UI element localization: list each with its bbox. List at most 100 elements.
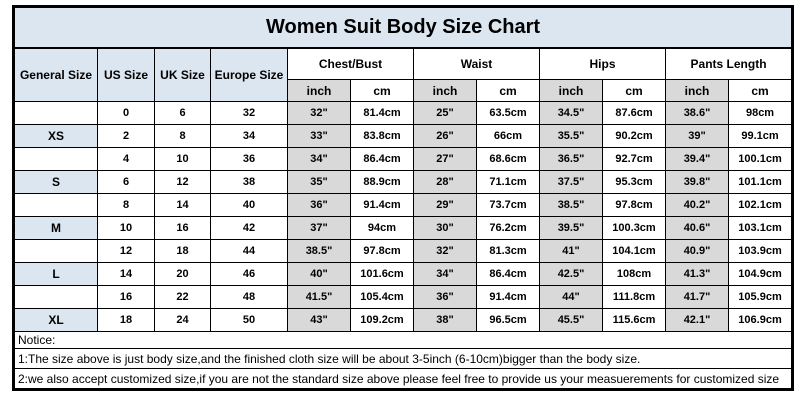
size-value-cell: 41.3" (665, 262, 729, 286)
size-value-cell: 8 (97, 193, 155, 217)
size-value-cell: 108cm (602, 262, 666, 286)
general-size-cell (14, 147, 98, 171)
size-value-cell: 16 (154, 216, 211, 240)
general-size-cell (14, 239, 98, 263)
size-value-cell: 63.5cm (476, 101, 540, 125)
size-value-cell: 0 (97, 101, 155, 125)
unit-header-inch: inch (287, 79, 351, 102)
size-value-cell: 44" (539, 285, 603, 309)
size-value-cell: 34" (413, 262, 477, 286)
size-value-cell: 86.4cm (350, 147, 414, 171)
size-value-cell: 105.4cm (350, 285, 414, 309)
table-row: M 10 16 42 37" 94cm 30" 76.2cm 39.5" 100.3cm 40.6"… (14, 216, 793, 240)
size-value-cell: 111.8cm (602, 285, 666, 309)
size-value-cell: 97.8cm (602, 193, 666, 217)
size-value-cell: 37.5" (539, 170, 603, 194)
col-header-uk-size: UK Size (154, 47, 211, 102)
size-value-cell: 44 (210, 239, 288, 263)
size-value-cell: 39.8" (665, 170, 729, 194)
size-value-cell: 14 (154, 193, 211, 217)
size-value-cell: 18 (154, 239, 211, 263)
size-value-cell: 115.6cm (602, 308, 666, 332)
size-value-cell: 90.2cm (602, 124, 666, 148)
table-row: L 14 20 46 40" 101.6cm 34" 86.4cm 42.5" 108cm 41.3… (14, 262, 793, 286)
size-value-cell: 88.9cm (350, 170, 414, 194)
size-value-cell: 42.5" (539, 262, 603, 286)
size-value-cell: 103.9cm (727, 239, 793, 263)
size-value-cell: 76.2cm (476, 216, 540, 240)
general-size-cell: XS (14, 124, 98, 148)
size-value-cell: 6 (97, 170, 155, 194)
size-value-cell: 98cm (727, 101, 793, 125)
size-value-cell: 18 (97, 308, 155, 332)
size-value-cell: 97.8cm (350, 239, 414, 263)
size-value-cell: 39.5" (539, 216, 603, 240)
general-size-cell (14, 285, 98, 309)
size-value-cell: 73.7cm (476, 193, 540, 217)
size-value-cell: 16 (97, 285, 155, 309)
size-value-cell: 40.2" (665, 193, 729, 217)
unit-header-inch: inch (413, 79, 477, 102)
size-value-cell: 32" (413, 239, 477, 263)
size-value-cell: 10 (154, 147, 211, 171)
table-row: 8 14 40 36" 91.4cm 29" 73.7cm 38.5" 97.8cm 40.2" 1… (14, 193, 793, 217)
table-row: 4 10 36 34" 86.4cm 27" 68.6cm 36.5" 92.7cm 39.4" 1… (14, 147, 793, 171)
unit-header-inch: inch (539, 79, 603, 102)
size-value-cell: 42.1" (665, 308, 729, 332)
size-value-cell: 100.3cm (602, 216, 666, 240)
unit-header-inch: inch (665, 79, 729, 102)
size-value-cell: 12 (97, 239, 155, 263)
size-value-cell: 34 (210, 124, 288, 148)
size-value-cell: 104.1cm (602, 239, 666, 263)
notice-label: Notice: (13, 331, 793, 349)
size-value-cell: 24 (154, 308, 211, 332)
size-chart-table-container: Women Suit Body Size Chart General Size … (12, 5, 795, 391)
size-value-cell: 41.5" (287, 285, 351, 309)
size-value-cell: 104.9cm (727, 262, 793, 286)
size-value-cell: 105.9cm (727, 285, 793, 309)
size-value-cell: 35.5" (539, 124, 603, 148)
size-value-cell: 33" (287, 124, 351, 148)
col-header-general-size: General Size (14, 47, 98, 102)
col-header-pants-length: Pants Length (664, 47, 793, 80)
size-value-cell: 28" (413, 170, 477, 194)
size-value-cell: 30" (413, 216, 477, 240)
size-value-cell: 99.1cm (727, 124, 793, 148)
size-value-cell: 2 (97, 124, 155, 148)
size-value-cell: 32 (210, 101, 288, 125)
size-value-cell: 38 (210, 170, 288, 194)
size-value-cell: 4 (97, 147, 155, 171)
size-value-cell: 91.4cm (476, 285, 540, 309)
header-row-groups: General Size US Size UK Size Europe Size… (14, 47, 793, 102)
unit-header-cm: cm (602, 79, 666, 102)
general-size-cell: M (14, 216, 98, 240)
size-value-cell: 92.7cm (602, 147, 666, 171)
unit-header-cm: cm (476, 79, 540, 102)
notice-line-2-row: 2:we also accept customized size,if you … (13, 368, 793, 389)
size-value-cell: 87.6cm (602, 101, 666, 125)
size-value-cell: 102.1cm (727, 193, 793, 217)
size-value-cell: 42 (210, 216, 288, 240)
col-header-europe-size: Europe Size (210, 47, 288, 102)
size-value-cell: 40.6" (665, 216, 729, 240)
notice-line-1-row: 1:The size above is just body size,and t… (13, 348, 793, 369)
size-value-cell: 109.2cm (350, 308, 414, 332)
size-value-cell: 14 (97, 262, 155, 286)
notice-line-2: 2:we also accept customized size,if you … (13, 368, 793, 389)
size-value-cell: 34" (287, 147, 351, 171)
table-row: 16 22 48 41.5" 105.4cm 36" 91.4cm 44" 111.8cm 41.… (14, 285, 793, 309)
size-value-cell: 41" (539, 239, 603, 263)
size-value-cell: 37" (287, 216, 351, 240)
size-value-cell: 22 (154, 285, 211, 309)
size-value-cell: 101.6cm (350, 262, 414, 286)
table-row: 12 18 44 38.5" 97.8cm 32" 81.3cm 41" 104.1cm 40.9… (14, 239, 793, 263)
page-title: Women Suit Body Size Chart (13, 7, 793, 49)
size-value-cell: 95.3cm (602, 170, 666, 194)
table-row: XS 2 8 34 33" 83.8cm 26" 66cm 35.5" 90.2cm 39" 99.1… (14, 124, 793, 148)
size-value-cell: 100.1cm (727, 147, 793, 171)
size-value-cell: 36 (210, 147, 288, 171)
size-value-cell: 36" (413, 285, 477, 309)
size-value-cell: 38.5" (287, 239, 351, 263)
notice-label-row: Notice: (13, 331, 793, 349)
size-value-cell: 38.5" (539, 193, 603, 217)
